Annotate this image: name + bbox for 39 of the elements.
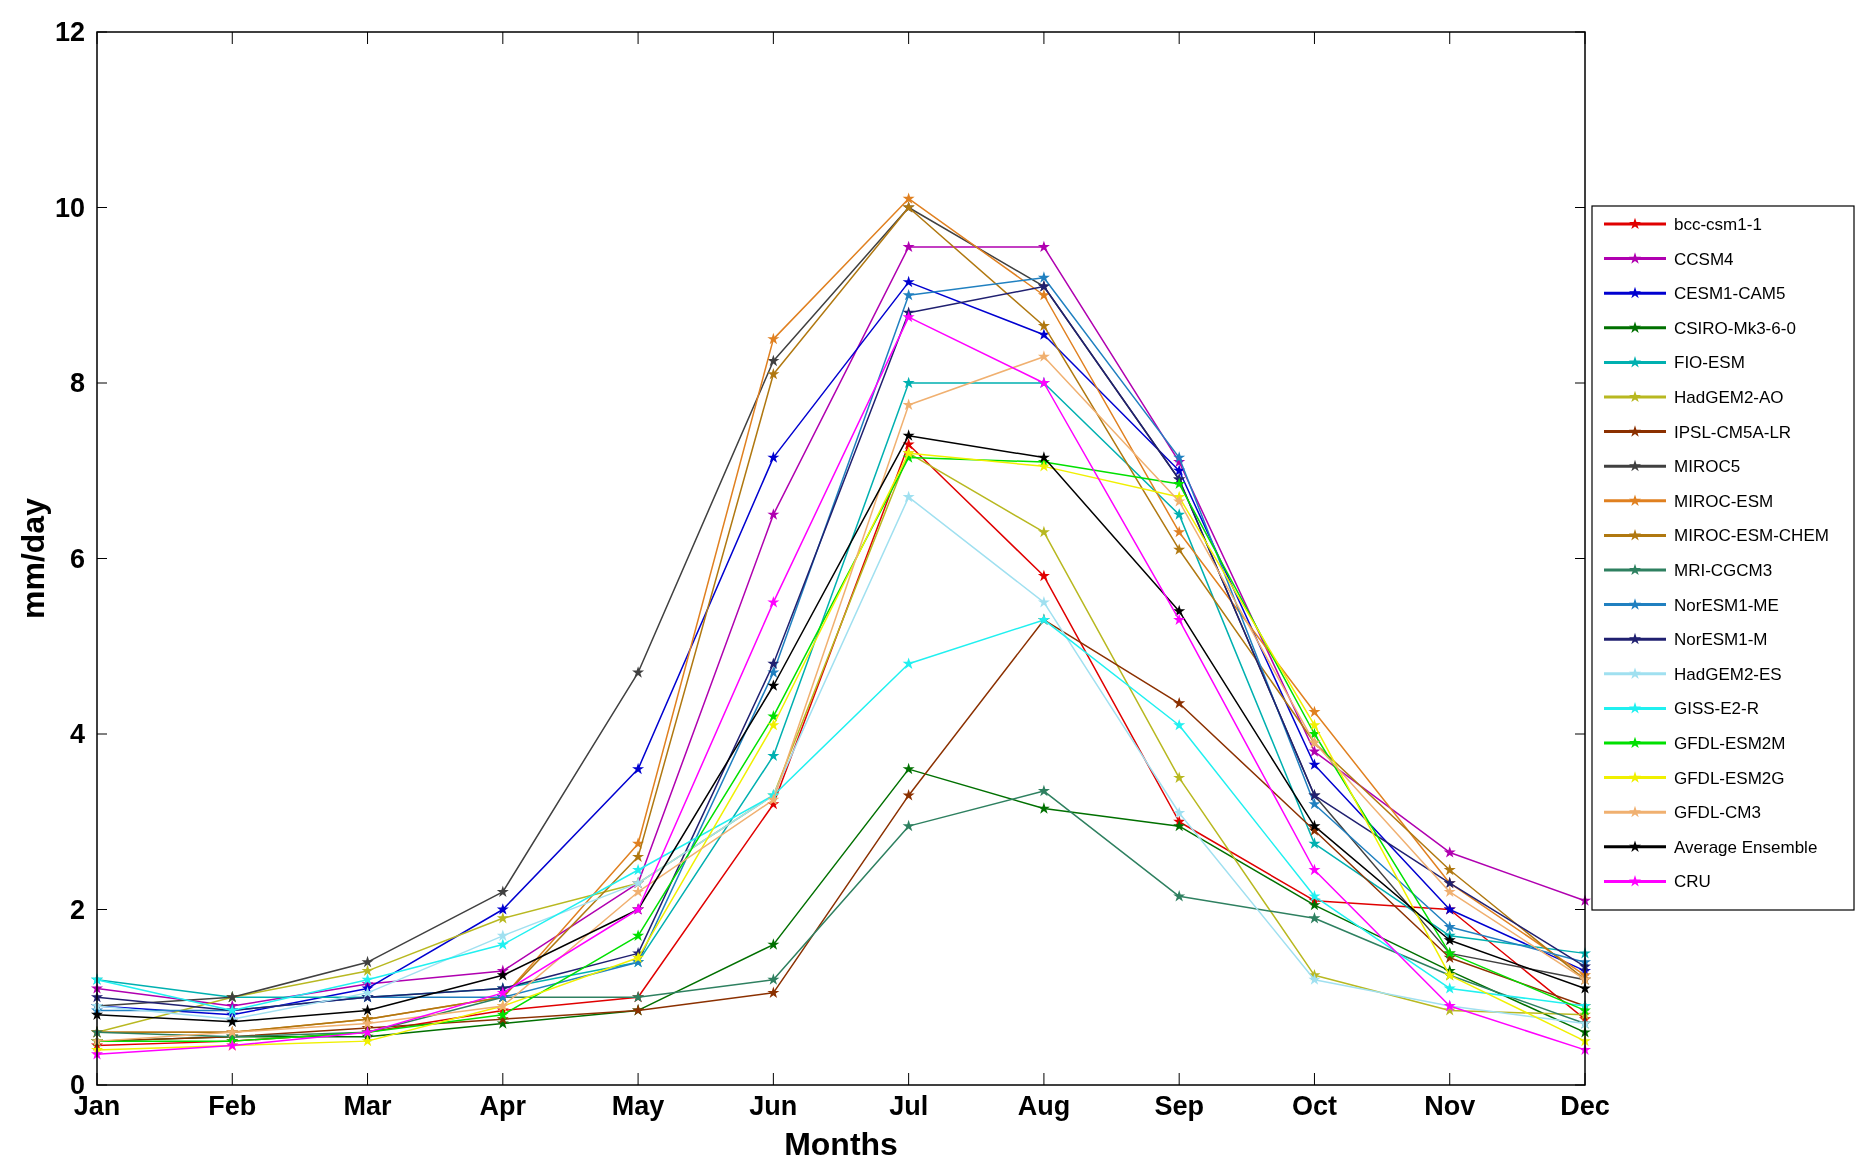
- x-tick-label: Jul: [889, 1091, 929, 1121]
- legend-label: CSIRO-Mk3-6-0: [1674, 318, 1796, 338]
- y-tick-label: 4: [69, 719, 85, 750]
- legend-label: NorESM1-M: [1674, 630, 1768, 650]
- x-tick-label: Feb: [208, 1091, 257, 1121]
- legend-label: IPSL-CM5A-LR: [1674, 422, 1792, 442]
- legend-label: MIROC-ESM: [1674, 491, 1774, 511]
- x-tick-label: Apr: [479, 1091, 527, 1121]
- legend-label: MRI-CGCM3: [1674, 560, 1773, 580]
- legend-label: GFDL-CM3: [1674, 803, 1761, 823]
- x-tick-label: Oct: [1291, 1091, 1337, 1121]
- legend-label: GISS-E2-R: [1674, 699, 1760, 719]
- x-tick-label: Nov: [1424, 1091, 1476, 1121]
- y-tick-label: 12: [54, 17, 85, 48]
- legend-label: NorESM1-ME: [1674, 595, 1779, 615]
- legend-label: CCSM4: [1674, 249, 1734, 269]
- x-tick-label: Dec: [1560, 1091, 1610, 1121]
- y-tick-label: 2: [69, 894, 85, 925]
- legend-label: GFDL-ESM2G: [1674, 768, 1785, 788]
- y-axis-title: mm/day: [15, 497, 51, 619]
- legend-label: CRU: [1674, 872, 1711, 892]
- legend-label: Average Ensemble: [1674, 837, 1818, 857]
- legend-label: HadGEM2-ES: [1674, 664, 1782, 684]
- x-tick-label: Jun: [749, 1091, 798, 1121]
- legend-label: HadGEM2-AO: [1674, 387, 1784, 407]
- x-tick-label: May: [611, 1091, 665, 1121]
- y-tick-label: 8: [69, 368, 85, 399]
- x-tick-label: Sep: [1154, 1091, 1204, 1121]
- legend-label: GFDL-ESM2M: [1674, 733, 1786, 753]
- x-tick-label: Mar: [343, 1091, 393, 1121]
- legend-label: FIO-ESM: [1674, 353, 1745, 373]
- legend-label: bcc-csm1-1: [1674, 214, 1762, 234]
- x-axis-title: Months: [784, 1126, 898, 1162]
- legend-label: CESM1-CAM5: [1674, 284, 1786, 304]
- y-tick-label: 10: [54, 192, 85, 223]
- x-tick-label: Aug: [1017, 1091, 1071, 1121]
- y-tick-label: 6: [69, 543, 85, 574]
- legend-label: MIROC-ESM-CHEM: [1674, 526, 1829, 546]
- legend-label: MIROC5: [1674, 457, 1741, 477]
